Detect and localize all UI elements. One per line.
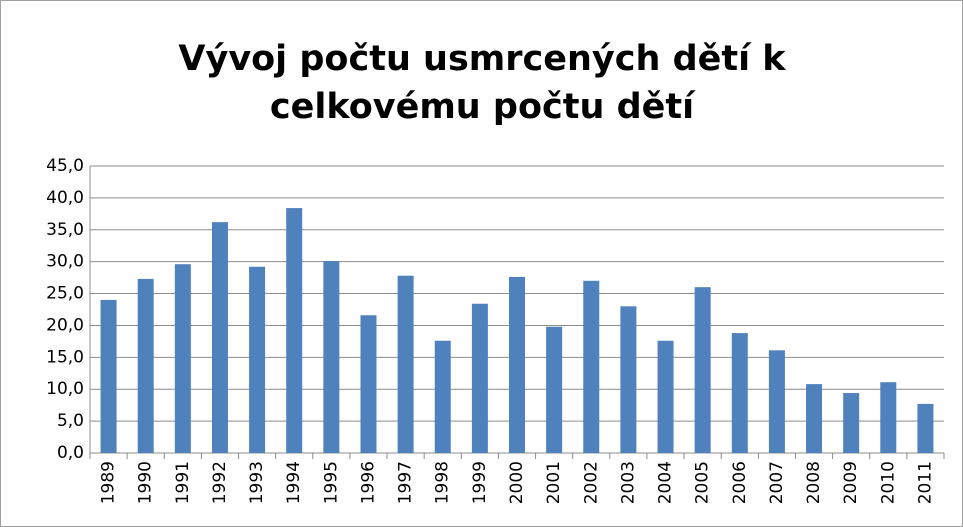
bar [843,393,860,453]
bar [583,280,600,453]
x-tick-label: 1990 [136,461,156,504]
y-tick-label: 40,0 [46,188,84,208]
bar [360,315,377,453]
x-tick-label: 1995 [321,461,341,504]
x-tick-label: 1999 [470,461,490,504]
bar [100,299,117,453]
chart-title: Vývoj počtu usmrcených dětí k [178,39,786,79]
x-tick-label: 1994 [284,461,304,504]
bar [509,276,525,453]
x-tick-label: 1993 [247,461,267,504]
x-tick-label: 1998 [433,461,453,504]
x-tick-label: 2001 [544,461,564,504]
x-tick-label: 2011 [915,461,935,504]
bar [546,326,563,453]
x-tick-label: 2008 [804,461,824,504]
bar [880,382,897,453]
bar [471,303,488,453]
bar [768,350,785,453]
x-tick-label: 2006 [730,461,750,504]
x-tick-label: 2000 [507,461,527,504]
y-tick-label: 15,0 [46,347,84,367]
bar [137,278,154,453]
chart-title: celkovému počtu dětí [270,87,696,127]
y-tick-label: 10,0 [46,379,84,399]
x-tick-label: 1992 [210,461,230,504]
y-tick-label: 20,0 [46,315,84,335]
bar [249,266,266,453]
y-tick-label: 45,0 [46,156,84,176]
x-tick-label: 2005 [693,461,713,504]
x-tick-label: 1997 [396,461,416,504]
y-tick-label: 5,0 [57,411,84,431]
y-tick-label: 0,0 [57,443,84,463]
bar [731,333,748,453]
bar [286,208,303,453]
bar [174,264,191,453]
bar [917,403,934,453]
bar [806,384,823,453]
y-tick-label: 25,0 [46,284,84,304]
x-tick-label: 1989 [99,461,119,504]
x-tick-label: 2002 [581,461,601,504]
bar [434,340,451,453]
bar [211,222,228,453]
bar [323,261,340,453]
x-tick-label: 2010 [878,461,898,504]
bar [694,287,711,453]
y-tick-label: 35,0 [46,220,84,240]
bar [397,275,414,453]
x-tick-label: 2004 [656,461,676,504]
y-tick-label: 30,0 [46,252,84,272]
x-tick-label: 2009 [841,461,861,504]
bar [657,340,674,453]
x-tick-label: 2003 [618,461,638,504]
x-tick-label: 1996 [358,461,378,504]
x-tick-label: 1991 [173,461,193,504]
x-tick-label: 2007 [767,461,787,504]
bar [620,306,637,453]
